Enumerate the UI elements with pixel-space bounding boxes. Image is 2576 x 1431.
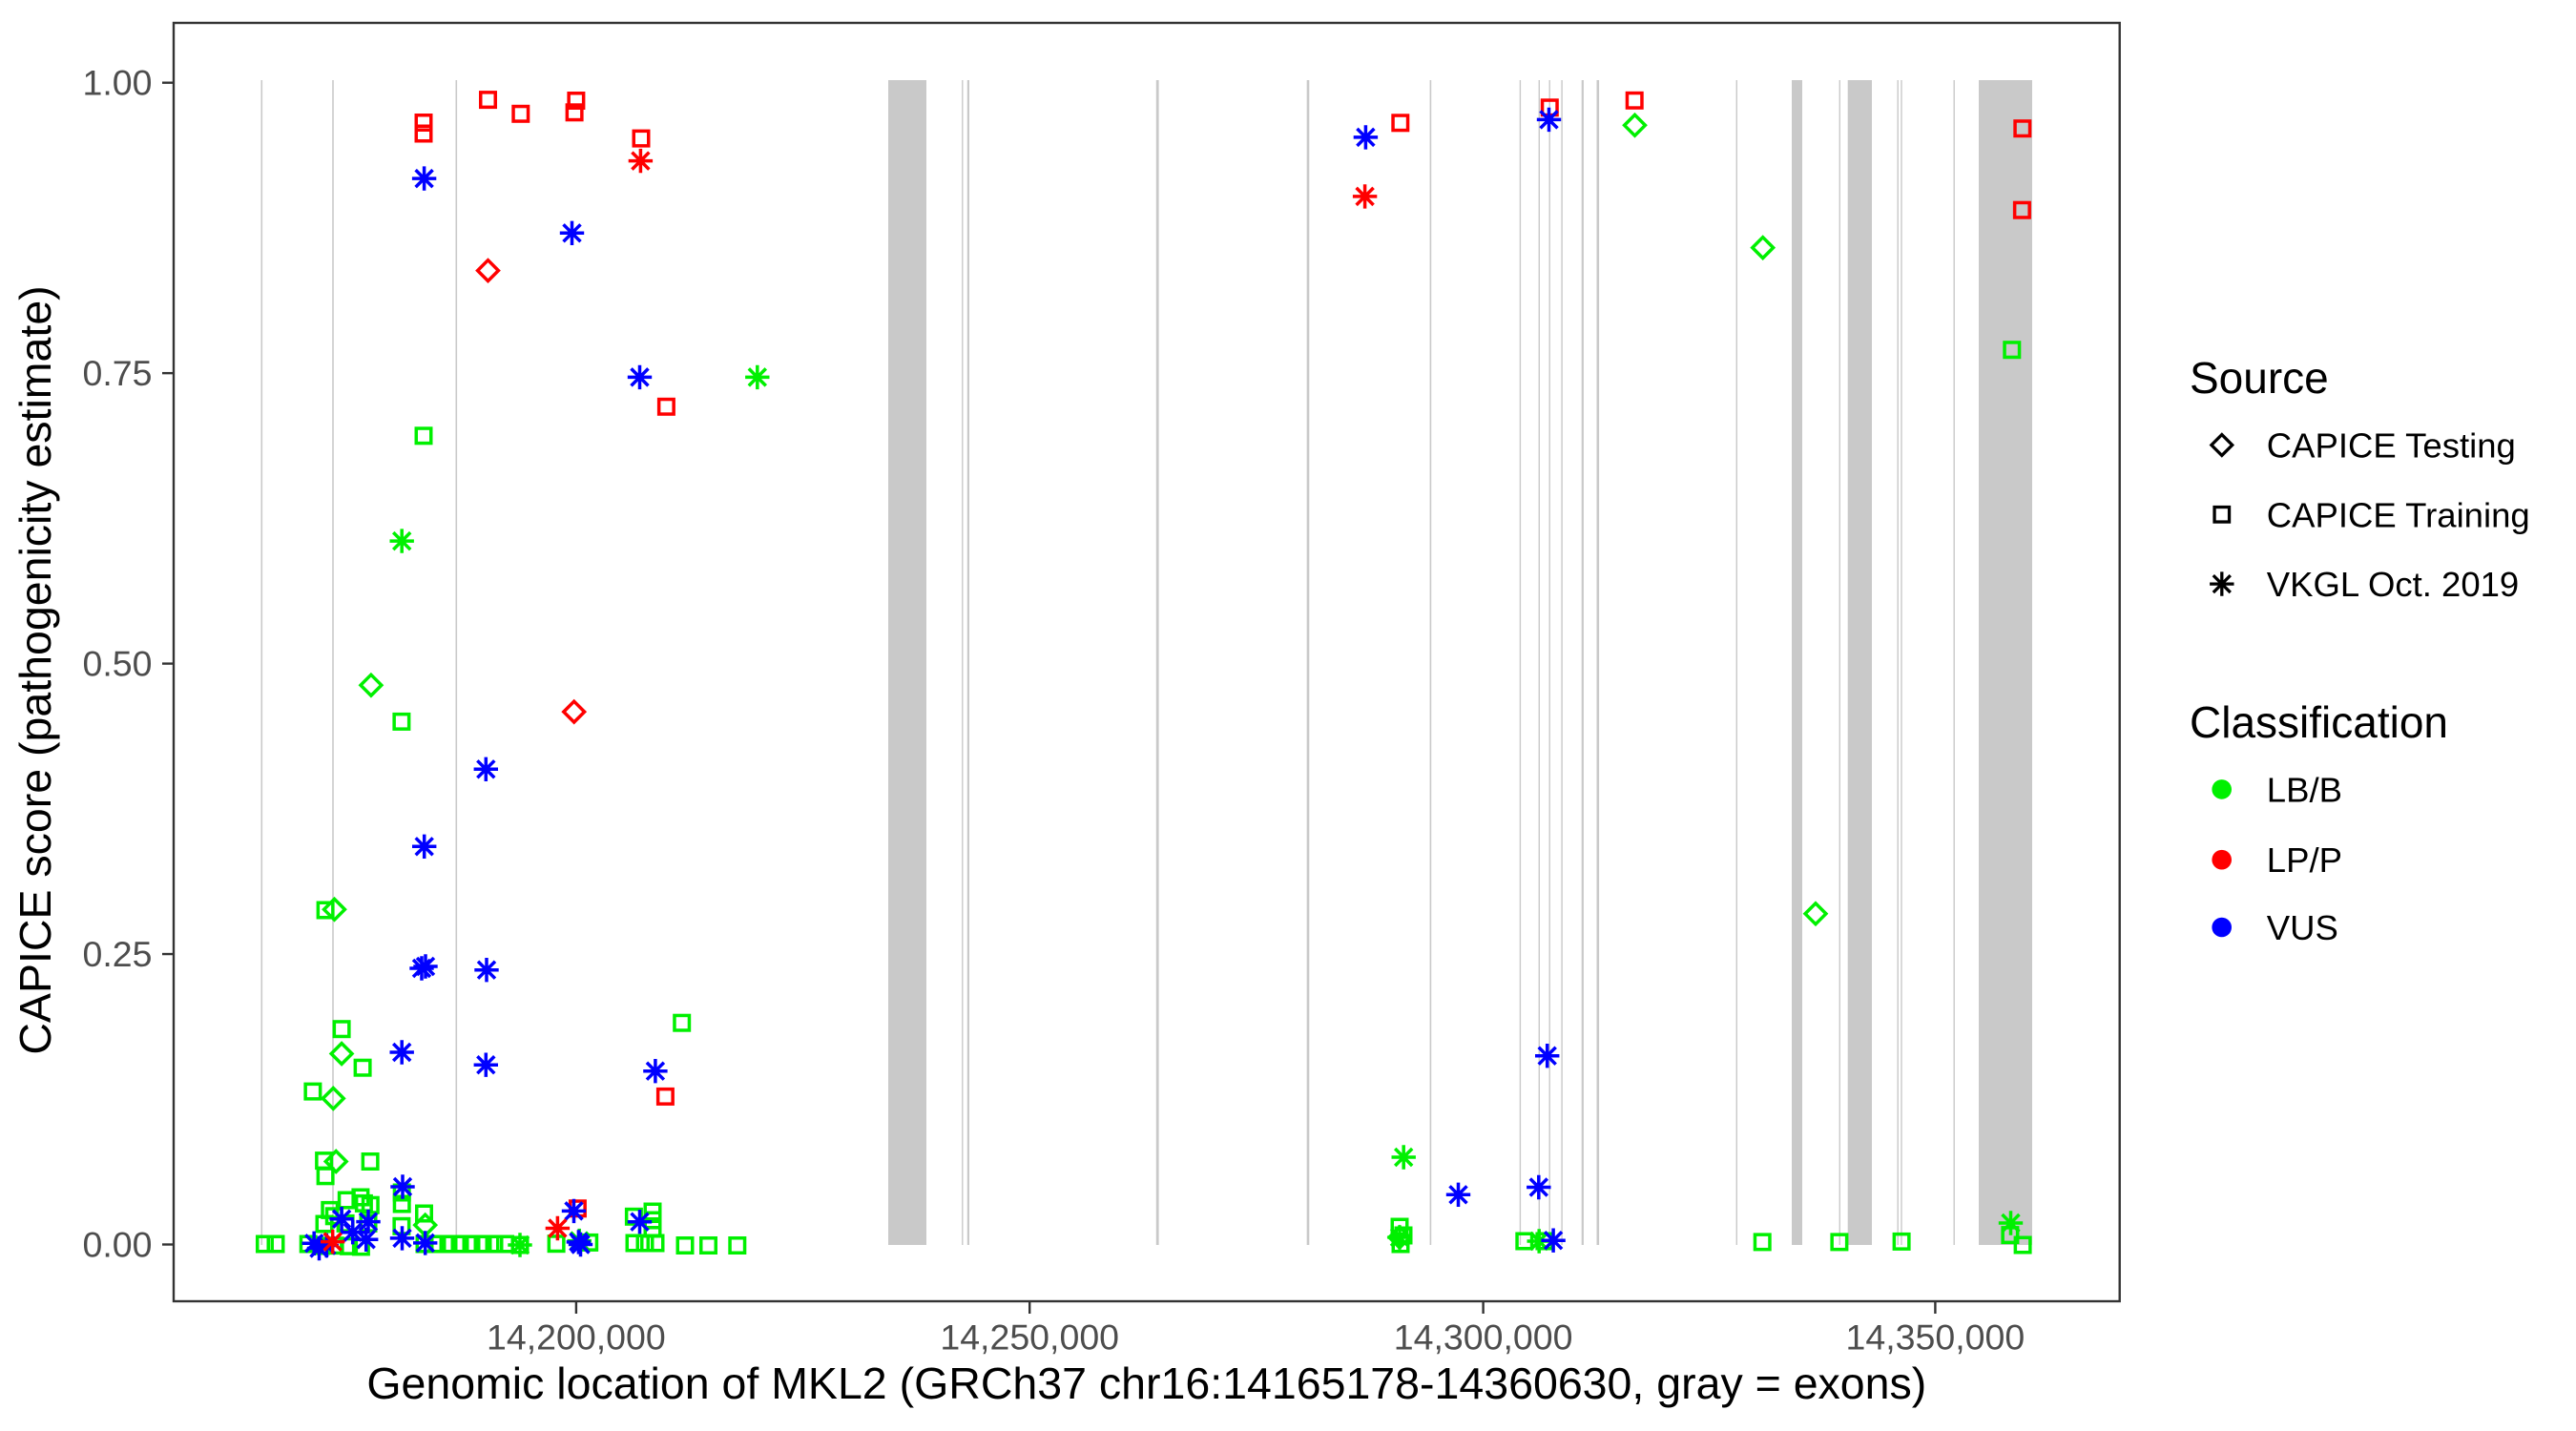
svg-text:Genomic location of MKL2 (GRCh: Genomic location of MKL2 (GRCh37 chr16:1… <box>366 1358 1926 1408</box>
svg-text:Classification: Classification <box>2190 697 2448 747</box>
svg-text:0.50: 0.50 <box>83 644 153 684</box>
svg-text:14,250,000: 14,250,000 <box>940 1317 1119 1358</box>
svg-text:VUS: VUS <box>2267 908 2338 947</box>
svg-text:VKGL Oct. 2019: VKGL Oct. 2019 <box>2267 565 2519 604</box>
svg-text:0.75: 0.75 <box>83 353 153 393</box>
svg-text:LB/B: LB/B <box>2267 770 2342 809</box>
svg-text:1.00: 1.00 <box>83 63 153 103</box>
svg-text:14,350,000: 14,350,000 <box>1846 1317 2025 1358</box>
svg-text:CAPICE Testing: CAPICE Testing <box>2267 426 2516 466</box>
svg-text:Source: Source <box>2190 353 2329 403</box>
svg-text:CAPICE score (pathogenicity es: CAPICE score (pathogenicity estimate) <box>10 285 60 1054</box>
svg-text:14,200,000: 14,200,000 <box>487 1317 666 1358</box>
svg-text:14,300,000: 14,300,000 <box>1394 1317 1573 1358</box>
svg-text:CAPICE Training: CAPICE Training <box>2267 495 2530 534</box>
svg-text:0.00: 0.00 <box>83 1224 153 1264</box>
svg-text:0.25: 0.25 <box>83 934 153 974</box>
svg-text:LP/P: LP/P <box>2267 840 2342 880</box>
